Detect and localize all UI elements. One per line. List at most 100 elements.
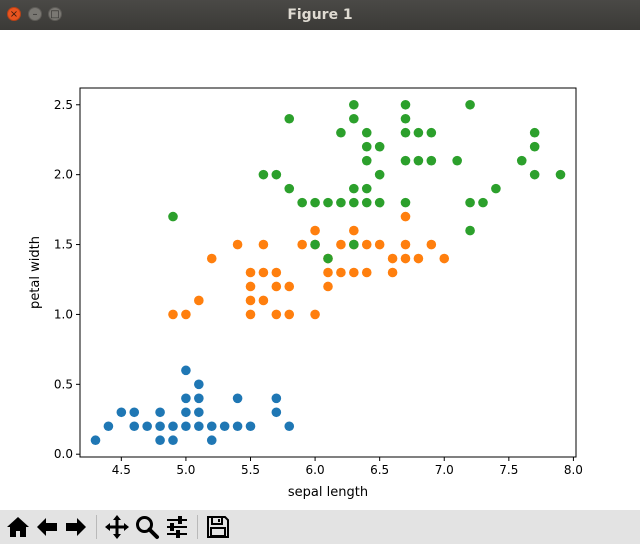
data-point-series-3 [400,113,411,124]
data-point-series-2 [400,211,411,222]
data-point-series-3 [336,197,346,208]
x-tick-label: 7.5 [499,463,518,477]
configure-subplots-icon[interactable] [164,514,190,540]
data-point-series-3 [491,183,501,194]
data-point-series-2 [271,281,282,292]
data-point-series-1 [129,407,140,418]
data-point-series-3 [361,183,372,194]
data-point-series-3 [361,127,372,138]
data-point-series-2 [310,309,320,320]
title-bar: × – □ Figure 1 [0,0,640,30]
data-point-series-3 [374,141,385,152]
data-point-series-3 [323,197,333,208]
data-point-series-3 [426,155,437,166]
data-point-series-3 [465,225,475,236]
forward-arrow-icon[interactable] [63,514,89,540]
data-point-series-3 [400,197,411,208]
data-point-series-2 [245,281,256,292]
toolbar-separator [197,515,198,539]
data-point-series-2 [181,309,191,320]
data-point-series-3 [284,183,295,194]
data-point-series-3 [529,127,540,138]
data-point-series-3 [349,183,359,194]
y-axis-ticks: 0.0 0.5 1.0 1.5 2.0 2.5 [54,98,80,461]
pan-icon[interactable] [104,514,130,540]
data-point-series-1 [155,435,165,446]
data-point-series-2 [258,295,269,306]
data-point-series-2 [323,281,333,292]
data-point-series-1 [271,407,282,418]
data-point-series-1 [129,421,140,432]
close-window-icon[interactable]: × [7,7,21,21]
data-point-series-1 [90,435,101,446]
data-point-series-3 [349,239,359,250]
data-point-series-1 [155,421,165,432]
data-point-series-2 [232,239,243,250]
y-tick-label: 2.5 [54,98,73,112]
data-point-series-2 [400,239,411,250]
navigation-toolbar [0,510,640,544]
data-point-series-2 [349,225,359,236]
data-point-series-2 [374,239,385,250]
data-point-series-2 [284,309,295,320]
back-arrow-icon[interactable] [34,514,60,540]
save-icon[interactable] [205,514,231,540]
minimize-window-icon[interactable]: – [28,7,42,21]
x-tick-label: 8.0 [564,463,583,477]
data-point-series-2 [400,253,411,264]
data-point-series-2 [361,239,372,250]
data-point-series-3 [529,169,540,180]
data-point-series-1 [155,407,165,418]
data-point-series-3 [452,155,462,166]
data-point-series-1 [219,421,230,432]
data-point-series-1 [206,435,217,446]
data-point-series-2 [387,253,398,264]
data-point-series-2 [245,295,256,306]
data-point-series-1 [194,393,204,404]
data-point-series-2 [439,253,450,264]
y-tick-label: 1.5 [54,238,73,252]
data-point-series-1 [181,407,191,418]
data-points [90,99,566,446]
window-title: Figure 1 [287,7,353,23]
data-point-series-3 [516,155,527,166]
y-axis-label: petal width [28,236,43,309]
data-point-series-3 [168,211,178,222]
data-point-series-1 [194,379,204,390]
x-tick-label: 6.0 [306,463,325,477]
data-point-series-2 [271,309,282,320]
data-point-series-1 [194,421,204,432]
home-icon[interactable] [5,514,31,540]
data-point-series-1 [142,421,152,432]
data-point-series-1 [103,421,114,432]
data-point-series-3 [271,169,282,180]
x-tick-label: 6.5 [370,463,389,477]
data-point-series-3 [374,197,385,208]
data-point-series-1 [271,393,282,404]
data-point-series-3 [426,127,437,138]
data-point-series-2 [361,267,372,278]
x-tick-label: 4.5 [112,463,131,477]
data-point-series-3 [413,155,424,166]
maximize-window-icon[interactable]: □ [48,7,62,21]
data-point-series-2 [323,267,333,278]
data-point-series-2 [194,295,204,306]
zoom-icon[interactable] [134,514,160,540]
data-point-series-1 [232,393,243,404]
x-tick-label: 7.0 [435,463,454,477]
data-point-series-3 [555,169,566,180]
data-point-series-3 [465,197,475,208]
data-point-series-3 [413,127,424,138]
data-point-series-3 [349,113,359,124]
data-point-series-3 [361,155,372,166]
data-point-series-3 [310,239,320,250]
data-point-series-2 [258,267,269,278]
y-tick-label: 0.5 [54,377,73,391]
y-tick-label: 1.0 [54,307,73,321]
data-point-series-2 [271,267,282,278]
data-point-series-2 [426,239,437,250]
toolbar-separator [96,515,97,539]
data-point-series-1 [206,421,217,432]
scatter-plot: 4.5 5.0 5.5 6.0 6.5 7.0 7.5 8.0 0.0 0.5 1.0 1.5 2.0… [28,87,583,500]
data-point-series-3 [284,113,295,124]
